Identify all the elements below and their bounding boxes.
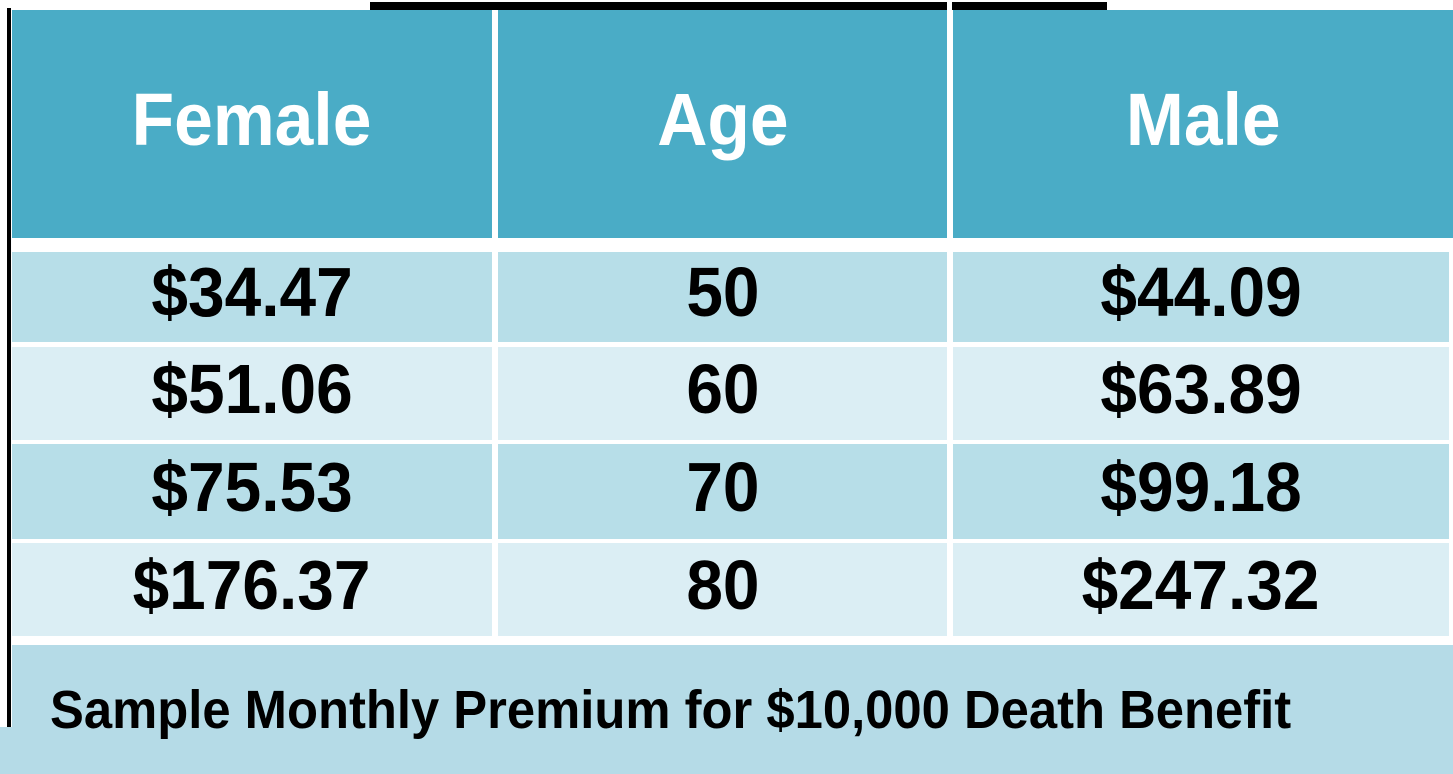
table-row: $176.37 80 $247.32 xyxy=(12,543,1449,636)
top-border-segment-left xyxy=(370,2,947,10)
value-male-age50: $44.09 xyxy=(1100,253,1302,331)
cell-female-age50: $34.47 xyxy=(12,252,492,342)
value-age-80: 80 xyxy=(685,545,760,624)
table-row: $51.06 60 $63.89 xyxy=(12,347,1449,440)
cell-male-age60: $63.89 xyxy=(953,347,1449,440)
cell-age-70: 70 xyxy=(498,444,947,539)
table-header-row: Female Age Male xyxy=(12,10,1453,238)
value-female-age50: $34.47 xyxy=(151,253,353,331)
value-female-age60: $51.06 xyxy=(151,349,353,428)
cell-age-80: 80 xyxy=(498,543,947,636)
caption-row-bleed xyxy=(0,727,12,774)
cell-age-60: 60 xyxy=(498,347,947,440)
header-cell-age: Age xyxy=(498,10,947,238)
value-age-50: 50 xyxy=(685,253,760,331)
header-label-male: Male xyxy=(1125,77,1281,161)
value-age-60: 60 xyxy=(685,349,760,428)
value-age-70: 70 xyxy=(685,447,760,526)
table-row: $34.47 50 $44.09 xyxy=(12,252,1449,342)
value-male-age60: $63.89 xyxy=(1100,349,1302,428)
top-border-segment-right xyxy=(952,2,1107,10)
cell-male-age70: $99.18 xyxy=(953,444,1449,539)
cell-age-50: 50 xyxy=(498,252,947,342)
header-cell-female: Female xyxy=(12,10,492,238)
table-row: $75.53 70 $99.18 xyxy=(12,444,1449,539)
header-label-female: Female xyxy=(132,77,372,161)
cell-female-age80: $176.37 xyxy=(12,543,492,636)
cell-male-age50: $44.09 xyxy=(953,252,1449,342)
value-male-age70: $99.18 xyxy=(1100,447,1302,526)
cell-female-age60: $51.06 xyxy=(12,347,492,440)
value-female-age80: $176.37 xyxy=(133,545,371,624)
header-cell-male: Male xyxy=(953,10,1453,238)
left-border-line xyxy=(7,8,11,727)
header-label-age: Age xyxy=(656,77,789,161)
cell-female-age70: $75.53 xyxy=(12,444,492,539)
cell-male-age80: $247.32 xyxy=(953,543,1449,636)
table-caption: Sample Monthly Premium for $10,000 Death… xyxy=(50,679,1292,740)
value-female-age70: $75.53 xyxy=(151,447,353,526)
table-caption-row: Sample Monthly Premium for $10,000 Death… xyxy=(12,645,1453,774)
value-male-age80: $247.32 xyxy=(1082,545,1320,624)
